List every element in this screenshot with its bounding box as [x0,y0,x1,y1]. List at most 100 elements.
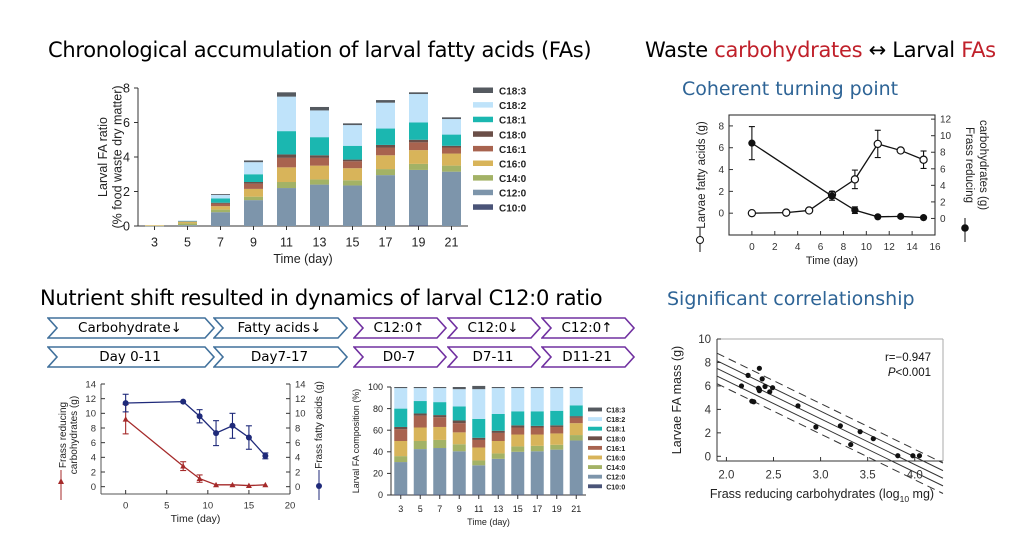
bar-segment-C18-0-day-19 [409,139,428,143]
data-point [748,139,756,147]
data-point [897,212,905,220]
x-tick-label: 9 [250,236,257,250]
x-tick-label: 12 [884,242,896,253]
series-line-frass-fatty-acids [125,400,266,457]
x-tick-label: 4 [795,242,801,253]
bar-segment-C14-0-day-9 [244,196,263,201]
legend-swatch-C18-2 [473,102,493,108]
data-point [180,398,187,405]
legend-label-C18-1: C18:1 [499,116,527,127]
bar-segment-C12-0-day-21 [442,171,461,226]
bar-segment-C16-0-day-3 [145,225,164,226]
x-axis-label: Frass reducing carbohydrates (log10 mg) [710,487,934,504]
legend-label-C18-1: C18:1 [606,427,625,434]
legend-swatch-C10-0 [588,484,602,489]
bar-segment-C12-0-day-21 [569,440,583,495]
y-tick-label: 0 [705,451,711,463]
series-line-frass-reducing-carbohydrates [751,142,924,219]
bar-segment-C18-1-day-17 [376,128,395,145]
chevron-outline [353,346,448,368]
chevron-shape [213,346,349,368]
y-tick-label-left: 4 [91,453,96,464]
x-tick-label: 15 [346,236,360,250]
bar-segment-C18-3-day-9 [244,160,263,163]
x-tick-label: 8 [841,242,847,253]
y-tick-label: 60 [373,425,383,435]
annotation-p-value: <0.001 [896,367,932,379]
chevron-carbohydrate: Carbohydrate↓ [47,317,216,339]
plot-frame [728,114,936,236]
bar-segment-C18-0-day-15 [343,159,362,162]
bar-segment-C16-0-day-5 [413,427,427,441]
bar-segment-C12-0-day-19 [409,169,428,226]
bar-segment-C18-1-day-11 [277,131,296,155]
legend-marker-filled-circle [961,224,969,232]
chevron-label: C12:0↓ [467,320,519,336]
bar-segment-C14-0-day-7 [211,209,230,213]
bar-segment-C12-0-day-13 [310,184,329,226]
bar-segment-C18-2-day-19 [550,388,564,411]
bar-segment-C18-2-day-19 [409,94,428,123]
y-tick-label-left: 10 [85,409,96,420]
x-tick-label: 2.5 [766,470,782,482]
y-tick-label: 100 [368,382,383,392]
bar-segment-C16-0-day-11 [277,167,296,183]
data-point [196,413,203,420]
legend-marker-open-circle [696,236,704,244]
x-tick-label: 3 [398,504,403,514]
bar-segment-C18-1-day-5 [413,401,427,414]
data-point [874,213,882,221]
chevron-day-7-17: Day7-17 [213,346,349,368]
x-tick-label: 3.0 [813,470,829,482]
y-tick-label-right: 12 [940,115,952,126]
y-tick-label: 40 [373,447,383,457]
bar-segment-C18-3-day-15 [511,387,525,389]
x-axis-label: Time (day) [273,252,332,266]
y-axis-label-right: Frass fatty acids (g) [314,381,325,469]
confidence-band-1 [716,375,944,487]
bar-segment-C12-0-day-5 [413,449,427,495]
y-tick-label-right: 12 [295,394,306,405]
bar-segment-C12-0-day-11 [472,465,486,495]
legend-label-C18-2: C18:2 [606,417,625,424]
chart-fa-accumulation: 0 2 4 6 8 3 5 7 9 11 13 15 17 19 21 Time (day) Larval FA… [96,81,527,266]
y-tick-label-right: 10 [295,409,306,420]
bar-segment-C18-2-day-5 [413,388,427,402]
bar-segment-C18-2-day-3 [394,388,408,409]
chevron-label: Day 0-11 [99,349,161,365]
bar-segment-C18-1-day-17 [530,411,544,426]
bar-segment-C18-3-day-9 [452,387,466,390]
legend-swatch-C16-0 [473,160,493,166]
bar-segment-C18-0-day-7 [211,202,230,204]
chevron-shape [447,346,542,368]
chevron-outline [353,317,448,339]
bar-segment-C12-0-day-9 [452,451,466,495]
bar-segment-C14-0-day-13 [310,179,329,185]
chevron-c12-1: C12:0↓ [447,317,542,339]
scatter-point [738,383,745,389]
y-tick-label-left: 14 [85,379,96,390]
bar-segment-C14-0-day-17 [530,445,544,452]
bar-segment-C18-0-day-15 [511,425,525,428]
bar-segment-C18-0-day-7 [433,415,447,418]
x-axis-label-main: Frass reducing carbohydrates (log [710,487,900,501]
x-tick-label: 15 [513,504,523,514]
legend-label-C18-2: C18:2 [499,101,527,112]
x-tick-label: 16 [929,242,941,253]
chevron-outline [213,346,349,368]
y-tick-label: 0 [123,219,130,233]
chevron-period-0: D0-7 [353,346,448,368]
bar-segment-C14-0-day-13 [491,453,505,459]
data-point [180,463,187,469]
chevron-outline [213,317,349,339]
chevron-label: D7-11 [472,349,514,365]
legend-label-C18-0: C18:0 [499,130,527,141]
scatter-point [795,403,801,409]
scatter-point [857,429,863,435]
legend-swatch-C14-0 [588,465,602,469]
bar-segment-C16-1-day-9 [452,423,466,433]
chevron-label: C12:0↑ [373,320,425,336]
y-tick-label-left: 6 [91,438,96,449]
y-tick-label-right: 0 [295,482,300,493]
heading-nutrient-shift: Nutrient shift resulted in dynamics of l… [40,286,603,310]
